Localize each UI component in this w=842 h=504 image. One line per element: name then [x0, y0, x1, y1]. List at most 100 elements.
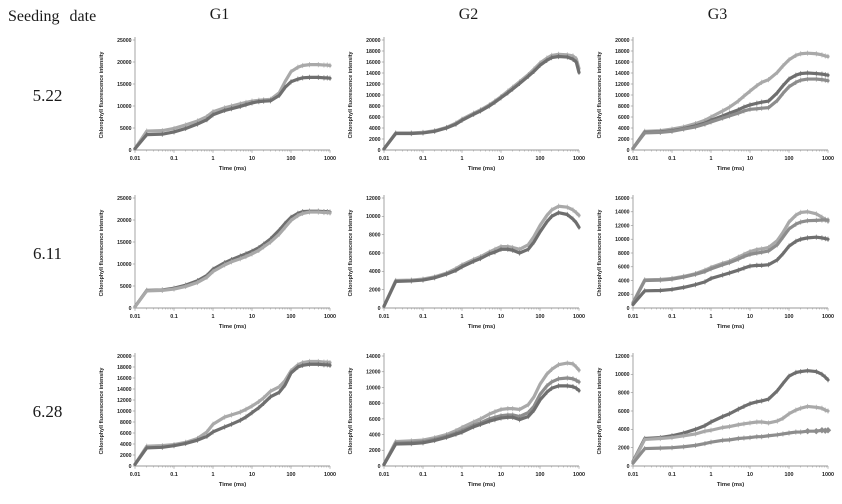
chart-6-28-g2-svg: 0 2000 4000 6000 8000 10000 12000 14000 0.01 0.1 1… [348, 353, 585, 488]
svg-text:Chlorophyll fluorescence inten: Chlorophyll fluorescence intensity [597, 368, 603, 455]
svg-text:Chlorophyll fluorescence inten: Chlorophyll fluorescence intensity [597, 210, 603, 297]
svg-text:Chlorophyll fluorescence inten: Chlorophyll fluorescence intensity [99, 52, 105, 139]
svg-text:0.1: 0.1 [668, 156, 676, 162]
chart-5-22-g1: 0 5000 10000 15000 20000 25000 0.01 0.1 1 10 100 10… [95, 30, 344, 188]
svg-text:0.1: 0.1 [419, 156, 427, 162]
svg-text:0.1: 0.1 [170, 314, 178, 320]
svg-text:4000: 4000 [369, 432, 381, 438]
svg-text:100: 100 [287, 314, 296, 320]
svg-text:2000: 2000 [120, 453, 132, 459]
svg-text:Time (ms): Time (ms) [468, 482, 495, 488]
svg-text:12000: 12000 [117, 398, 132, 404]
chart-6-11-g3-svg: 0 2000 4000 6000 8000 10000 12000 14000 16000 0.0… [597, 195, 834, 330]
svg-text:0.01: 0.01 [130, 472, 141, 478]
chart-6-28-g2: 0 2000 4000 6000 8000 10000 12000 14000 0.01 0.1 1… [344, 346, 593, 504]
svg-text:2000: 2000 [369, 448, 381, 454]
svg-text:10: 10 [747, 156, 753, 162]
svg-text:0.1: 0.1 [170, 156, 178, 162]
svg-text:0: 0 [627, 464, 630, 470]
svg-text:10000: 10000 [366, 214, 381, 220]
svg-text:8000: 8000 [369, 233, 381, 239]
svg-text:0.1: 0.1 [419, 472, 427, 478]
svg-text:25000: 25000 [117, 196, 132, 202]
svg-text:100: 100 [287, 472, 296, 478]
svg-text:10: 10 [747, 472, 753, 478]
svg-text:0.01: 0.01 [628, 314, 639, 320]
svg-text:6000: 6000 [369, 115, 381, 121]
svg-text:10000: 10000 [615, 372, 630, 378]
chart-6-11-g2: 0 2000 4000 6000 8000 10000 12000 0.01 0.1 1 10 100… [344, 188, 593, 346]
svg-text:0: 0 [129, 464, 132, 470]
svg-text:6000: 6000 [618, 409, 630, 415]
row-label-6-28: 6.28 [32, 402, 63, 421]
svg-text:1: 1 [212, 314, 215, 320]
svg-text:20000: 20000 [117, 354, 132, 360]
svg-text:18000: 18000 [615, 49, 630, 55]
svg-text:2000: 2000 [369, 288, 381, 294]
svg-text:0.01: 0.01 [130, 314, 141, 320]
chart-5-22-g1-svg: 0 5000 10000 15000 20000 25000 0.01 0.1 1 10 100 10… [99, 37, 336, 172]
svg-text:15000: 15000 [117, 240, 132, 246]
svg-text:0: 0 [627, 306, 630, 312]
svg-text:16000: 16000 [366, 60, 381, 66]
seeding-date-label: Seeding date [8, 8, 97, 25]
svg-text:Time (ms): Time (ms) [717, 482, 744, 488]
svg-text:8000: 8000 [618, 251, 630, 257]
svg-text:12000: 12000 [366, 196, 381, 202]
svg-text:10: 10 [747, 314, 753, 320]
svg-text:14000: 14000 [117, 387, 132, 393]
svg-text:14000: 14000 [615, 210, 630, 216]
svg-text:Time (ms): Time (ms) [468, 166, 495, 172]
svg-text:2000: 2000 [369, 137, 381, 143]
svg-text:Chlorophyll fluorescence inten: Chlorophyll fluorescence intensity [348, 368, 354, 455]
chart-5-22-g2: 0 2000 4000 6000 8000 10000 12000 14000 16000 180… [344, 30, 593, 188]
chart-6-28-g1-svg: 0 2000 4000 6000 8000 10000 12000 14000 16000 180… [99, 353, 336, 488]
svg-text:1000: 1000 [324, 314, 336, 320]
chart-6-11-g2-svg: 0 2000 4000 6000 8000 10000 12000 0.01 0.1 1 10 100… [348, 195, 585, 330]
svg-text:8000: 8000 [369, 401, 381, 407]
svg-text:4000: 4000 [369, 269, 381, 275]
chart-6-28-g1: 0 2000 4000 6000 8000 10000 12000 14000 16000 180… [95, 346, 344, 504]
svg-text:0.1: 0.1 [419, 314, 427, 320]
svg-text:Time (ms): Time (ms) [219, 482, 246, 488]
svg-text:10: 10 [498, 472, 504, 478]
svg-text:6000: 6000 [369, 251, 381, 257]
svg-text:25000: 25000 [117, 38, 132, 44]
svg-text:10000: 10000 [366, 93, 381, 99]
svg-text:0: 0 [378, 148, 381, 154]
chart-5-22-g2-svg: 0 2000 4000 6000 8000 10000 12000 14000 16000 180… [348, 37, 585, 172]
svg-text:1000: 1000 [822, 156, 834, 162]
svg-text:12000: 12000 [615, 223, 630, 229]
svg-text:1000: 1000 [573, 314, 585, 320]
svg-text:5000: 5000 [120, 284, 132, 290]
svg-text:1: 1 [710, 314, 713, 320]
svg-text:Time (ms): Time (ms) [219, 324, 246, 330]
column-header-g2: G2 [458, 6, 479, 23]
svg-text:6000: 6000 [618, 115, 630, 121]
svg-text:12000: 12000 [366, 370, 381, 376]
svg-text:12000: 12000 [366, 82, 381, 88]
svg-text:20000: 20000 [615, 38, 630, 44]
chart-5-22-g3: 0 2000 4000 6000 8000 10000 12000 14000 16000 180… [593, 30, 842, 188]
svg-text:0.1: 0.1 [170, 472, 178, 478]
svg-text:10000: 10000 [117, 262, 132, 268]
svg-text:0: 0 [129, 306, 132, 312]
svg-text:6000: 6000 [120, 431, 132, 437]
svg-text:1000: 1000 [822, 472, 834, 478]
svg-text:100: 100 [287, 156, 296, 162]
svg-text:1: 1 [461, 314, 464, 320]
svg-text:1000: 1000 [822, 314, 834, 320]
svg-text:8000: 8000 [618, 391, 630, 397]
svg-text:18000: 18000 [366, 49, 381, 55]
svg-text:20000: 20000 [366, 38, 381, 44]
svg-text:1000: 1000 [324, 156, 336, 162]
svg-text:15000: 15000 [117, 82, 132, 88]
svg-text:0.1: 0.1 [668, 314, 676, 320]
svg-text:6000: 6000 [369, 417, 381, 423]
svg-text:4000: 4000 [618, 427, 630, 433]
svg-text:10: 10 [249, 314, 255, 320]
chart-6-11-g3: 0 2000 4000 6000 8000 10000 12000 14000 16000 0.0… [593, 188, 842, 346]
svg-text:4000: 4000 [369, 126, 381, 132]
svg-text:Time (ms): Time (ms) [219, 166, 246, 172]
svg-text:10000: 10000 [615, 237, 630, 243]
